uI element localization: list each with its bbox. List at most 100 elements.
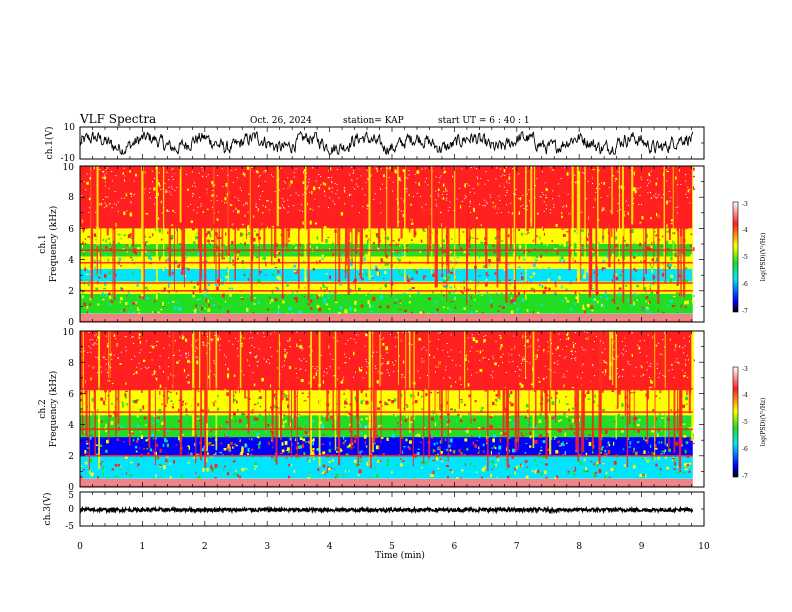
spectrogram-speckle bbox=[500, 210, 504, 213]
spectrogram-speckle bbox=[157, 292, 160, 297]
spectrogram-speckle bbox=[423, 276, 425, 280]
spectrogram-speckle bbox=[675, 441, 679, 446]
spectrogram-speckle bbox=[556, 391, 558, 395]
spectrogram-speckle bbox=[475, 173, 479, 176]
spectrogram-speckle bbox=[88, 312, 91, 315]
spectrogram-speckle bbox=[111, 382, 114, 385]
spectrogram-speckle bbox=[219, 191, 223, 194]
spectrogram-speckle bbox=[132, 263, 136, 265]
spectrogram-speckle bbox=[424, 294, 427, 297]
spectrogram-speckle bbox=[127, 302, 129, 304]
spectrogram-speckle bbox=[604, 453, 607, 456]
spectrogram-speckle bbox=[398, 177, 402, 181]
spectrogram-speckle bbox=[84, 188, 87, 191]
spectrogram-streak bbox=[530, 166, 533, 227]
spectrogram-speckle bbox=[574, 208, 576, 210]
spectrogram-speckle bbox=[238, 175, 241, 179]
spectrogram-speckle bbox=[532, 263, 536, 267]
spectrogram-speckle bbox=[612, 231, 615, 234]
spectrogram-speckle bbox=[513, 301, 516, 305]
spectrogram-speckle bbox=[418, 182, 421, 186]
spectrogram-speckle bbox=[178, 244, 182, 248]
spectrogram-speckle bbox=[214, 463, 218, 468]
spectrogram-speckle bbox=[248, 193, 250, 195]
spectrogram-speckle bbox=[355, 293, 358, 297]
spectrogram-speckle bbox=[296, 442, 299, 444]
spectrogram-speckle bbox=[86, 451, 88, 453]
spectrogram-speckle bbox=[103, 207, 105, 209]
spectrogram-speckle bbox=[306, 458, 309, 462]
spectrogram-lowband bbox=[80, 315, 693, 317]
spectrogram-speckle bbox=[666, 263, 670, 268]
spectrogram-speckle bbox=[349, 174, 351, 176]
spectrogram-speckle bbox=[306, 187, 308, 190]
spectrogram-speckle bbox=[148, 254, 151, 259]
spectrogram-speckle bbox=[647, 233, 650, 236]
spectrogram-streak bbox=[510, 166, 512, 249]
spectrogram-speckle bbox=[90, 168, 92, 170]
spectrogram-speckle bbox=[475, 306, 477, 311]
spectrogram-speckle bbox=[550, 212, 552, 214]
spectrogram-speckle bbox=[226, 179, 228, 183]
spectrogram-streak bbox=[271, 166, 273, 265]
spectrogram-speckle bbox=[596, 461, 600, 465]
spectrogram-speckle bbox=[299, 210, 301, 212]
spectrogram-speckle bbox=[522, 204, 524, 206]
spectrogram-speckle bbox=[138, 232, 142, 237]
spectrogram-speckle bbox=[556, 408, 558, 413]
spectrogram-speckle bbox=[551, 340, 554, 344]
spectrogram-speckle bbox=[656, 197, 658, 199]
spectrogram-speckle bbox=[234, 296, 237, 300]
spectrogram-speckle bbox=[361, 278, 364, 281]
spectrogram-speckle bbox=[353, 280, 355, 284]
spectrogram-speckle bbox=[254, 355, 257, 359]
spectrogram-speckle bbox=[501, 237, 504, 241]
spectrogram-speckle bbox=[651, 269, 653, 273]
spectrogram-speckle bbox=[104, 254, 107, 256]
spectrogram-speckle bbox=[510, 299, 513, 304]
spectrogram-speckle bbox=[600, 341, 604, 344]
spectrogram-speckle bbox=[659, 420, 661, 424]
spectrogram-speckle bbox=[225, 305, 228, 308]
spectrogram-speckle bbox=[559, 244, 562, 246]
spectrogram-speckle bbox=[318, 243, 320, 245]
spectrogram-speckle bbox=[407, 199, 409, 202]
spectrogram-speckle bbox=[233, 273, 235, 276]
spectrogram-speckle bbox=[241, 190, 243, 192]
spectrogram-speckle bbox=[211, 444, 215, 446]
spectrogram-speckle bbox=[397, 463, 400, 466]
spectrogram-speckle bbox=[277, 270, 280, 274]
spectrogram-speckle bbox=[500, 432, 503, 435]
spectrogram-speckle bbox=[154, 311, 157, 315]
spectrogram-speckle bbox=[187, 205, 189, 207]
spectrogram-speckle bbox=[538, 380, 541, 383]
spectrogram-speckle bbox=[375, 167, 378, 170]
spectrogram-speckle bbox=[359, 459, 363, 463]
spectrogram-speckle bbox=[237, 193, 239, 197]
station-label: station= KAP bbox=[343, 116, 404, 126]
spectrogram-speckle bbox=[287, 404, 290, 409]
spectrogram-speckle bbox=[288, 365, 292, 370]
spectrogram-speckle bbox=[88, 207, 91, 210]
spectrogram-speckle bbox=[555, 450, 559, 454]
spectrogram-speckle bbox=[633, 293, 637, 296]
spectrogram-speckle bbox=[503, 186, 505, 188]
spectrogram-speckle bbox=[152, 237, 155, 240]
spectrogram-speckle bbox=[253, 208, 256, 212]
spectrogram-speckle bbox=[633, 242, 635, 244]
spectrogram-speckle bbox=[463, 172, 465, 174]
spectrogram-streak bbox=[680, 166, 682, 298]
spectrogram-speckle bbox=[566, 196, 568, 200]
spectrogram-speckle bbox=[406, 206, 408, 208]
spectrogram-speckle bbox=[540, 243, 543, 245]
spectrogram-speckle bbox=[510, 202, 512, 204]
spectrogram-speckle bbox=[465, 354, 468, 357]
spectrogram-streak bbox=[263, 166, 266, 251]
spectrogram-speckle bbox=[287, 199, 289, 201]
spectrogram-speckle bbox=[282, 424, 285, 428]
spectrogram-speckle bbox=[195, 312, 198, 315]
spectrogram-speckle bbox=[196, 359, 198, 361]
spectrogram-speckle bbox=[577, 398, 581, 400]
spectrogram-speckle bbox=[529, 275, 533, 278]
spectrogram-speckle bbox=[628, 244, 631, 249]
